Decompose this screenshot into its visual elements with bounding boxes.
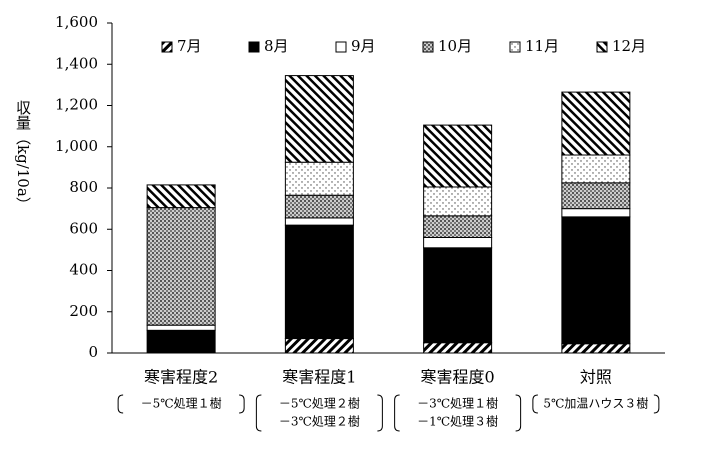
legend-swatch	[509, 41, 521, 53]
bar-segment	[284, 194, 354, 219]
category-note: －1℃処理３樹	[417, 415, 498, 429]
bar-segment	[423, 247, 493, 344]
bar-segment	[423, 215, 493, 238]
bar-segment	[146, 207, 216, 326]
legend-swatch	[422, 41, 434, 53]
note-bracket	[653, 394, 660, 414]
bar-segment	[561, 216, 631, 345]
y-tick-label: 0	[88, 343, 98, 361]
y-tick-label: 1,600	[55, 13, 98, 31]
x-tick-label: 寒害程度2	[144, 368, 218, 387]
x-tick-label: 対照	[580, 368, 612, 387]
legend-swatch	[248, 41, 260, 53]
bar-segment	[423, 186, 493, 217]
category-note: －5℃処理２樹	[279, 397, 360, 411]
note-bracket	[255, 394, 262, 432]
legend-label: 8月	[264, 37, 289, 55]
y-axis-label: 収量（kg/10a）	[14, 100, 32, 212]
legend-label: 11月	[525, 37, 559, 55]
bar-segment	[284, 161, 354, 196]
legend-swatch	[596, 41, 608, 53]
note-bracket	[394, 394, 400, 432]
bar-segment	[146, 184, 216, 209]
note-bracket	[117, 394, 124, 414]
y-tick-label: 200	[69, 302, 98, 320]
bar-segment	[423, 124, 493, 188]
note-bracket	[239, 394, 245, 414]
category-note: 5℃加温ハウス３樹	[543, 397, 648, 411]
note-bracket	[532, 394, 538, 414]
bar-segment	[561, 182, 631, 210]
bar-segment	[284, 224, 354, 340]
bar-segment	[423, 237, 493, 249]
bar-segment	[146, 324, 216, 331]
legend-label: 7月	[177, 37, 202, 55]
y-tick-label: 400	[69, 261, 98, 279]
bar-segment	[423, 342, 493, 354]
category-note: －5℃処理１樹	[141, 397, 222, 411]
legend-label: 10月	[438, 37, 472, 55]
bar-segment	[561, 343, 631, 354]
x-tick-label: 寒害程度0	[421, 368, 495, 387]
legend-label: 12月	[612, 37, 646, 55]
legend-swatch	[335, 41, 347, 53]
bar-segment	[561, 91, 631, 156]
bar-segment	[284, 217, 354, 226]
y-tick-label: 800	[69, 178, 98, 196]
bar-segment	[284, 338, 354, 354]
legend-swatch	[161, 41, 173, 53]
bar-segment	[561, 208, 631, 218]
note-bracket	[515, 394, 522, 432]
bar-segment	[284, 75, 354, 163]
note-bracket	[377, 394, 383, 432]
bar-segment	[561, 154, 631, 184]
y-tick-label: 1,400	[55, 54, 98, 72]
y-tick-label: 1,000	[55, 137, 98, 155]
x-tick-label: 寒害程度1	[282, 368, 356, 387]
y-tick-label: 600	[69, 219, 98, 237]
category-note: －3℃処理２樹	[279, 415, 360, 429]
y-tick-label: 1,200	[55, 96, 98, 114]
legend-label: 9月	[351, 37, 376, 55]
category-note: －3℃処理１樹	[417, 397, 498, 411]
bar-segment	[146, 329, 216, 354]
